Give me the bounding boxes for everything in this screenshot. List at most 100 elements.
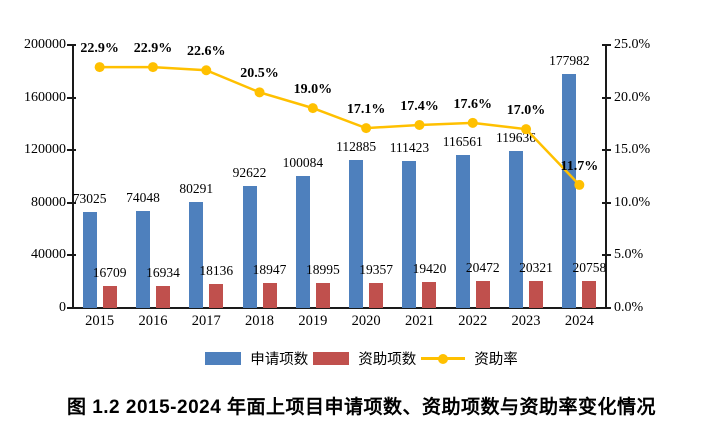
funding-rate-marker-2021 xyxy=(414,119,425,130)
applications-bar-2019 xyxy=(295,176,310,308)
funded-value-label: 16709 xyxy=(92,265,127,281)
funded-bar-2022 xyxy=(475,281,490,308)
right-axis-tick-mark xyxy=(602,96,611,99)
funded-bar-2023 xyxy=(529,281,544,308)
funded-bar-2017 xyxy=(209,284,224,308)
left-axis-tick-mark xyxy=(67,44,76,46)
funding-rate-marker-2017 xyxy=(201,65,212,76)
funding-rate-marker-2023 xyxy=(521,124,532,135)
funded-bar-legend-swatch xyxy=(313,352,350,365)
plot-area: 73025 16709 74048 16934 80291 18136 92622 18947… xyxy=(73,41,606,308)
applications-bar-2016 xyxy=(135,210,150,308)
x-axis-label-2020: 2020 xyxy=(351,313,381,329)
funding-rate-marker-2019 xyxy=(307,103,318,114)
funding-rate-polyline xyxy=(99,65,581,186)
right-axis-tick-mark xyxy=(602,44,611,46)
funding-rate-marker-2016 xyxy=(147,62,158,73)
funded-value-label: 19357 xyxy=(359,261,394,277)
funded-value-label: 18136 xyxy=(199,263,234,279)
x-axis-label-2021: 2021 xyxy=(404,313,434,329)
funded-value-label: 20472 xyxy=(465,260,500,276)
left-axis-tick-mark xyxy=(67,96,76,99)
right-axis-tick-mark xyxy=(602,307,611,309)
left-y-axis-line xyxy=(72,45,74,309)
applications-bar-2024 xyxy=(562,73,577,308)
x-axis-label-2024: 2024 xyxy=(564,313,594,329)
funded-value-label: 20758 xyxy=(572,259,607,275)
applications-bar-2022 xyxy=(455,154,470,308)
funded-bar-2015 xyxy=(102,286,117,308)
right-axis-tick-label: 20.0% xyxy=(614,89,651,105)
left-axis-tick-mark xyxy=(67,254,76,257)
legend-label-rate: 资助率 xyxy=(474,352,518,368)
funding-rate-label-2016: 22.9% xyxy=(133,41,173,57)
applications-bar-2023 xyxy=(509,150,524,308)
funding-rate-label-2023: 17.0% xyxy=(506,103,546,119)
funded-value-label: 20321 xyxy=(519,260,553,276)
left-axis-tick-mark xyxy=(67,201,76,204)
left-axis-tick-label: 120000 xyxy=(24,142,66,158)
right-axis-tick-mark xyxy=(602,149,611,152)
applications-bar-2018 xyxy=(242,186,257,308)
funding-rate-line xyxy=(94,62,585,190)
funding-rate-marker-2018 xyxy=(254,87,265,98)
funding-rate-label-2024: 11.7% xyxy=(560,158,599,174)
funded-value-label: 18947 xyxy=(252,262,287,278)
right-axis-tick-label: 10.0% xyxy=(614,194,651,210)
x-axis-label-2016: 2016 xyxy=(138,313,168,329)
funding-rate-label-2017: 22.6% xyxy=(187,44,226,60)
funding-rate-marker-2024 xyxy=(574,179,585,190)
funded-bar-2024 xyxy=(582,280,597,308)
left-axis-tick-label: 80000 xyxy=(31,194,66,210)
right-axis-tick-label: 0.0% xyxy=(614,300,644,315)
funded-bar-2016 xyxy=(155,285,170,308)
funding-rate-label-2022: 17.6% xyxy=(453,96,493,112)
applications-bar-legend-swatch xyxy=(205,352,242,365)
funding-rate-marker-2020 xyxy=(361,123,372,134)
applications-bar-2020 xyxy=(349,159,364,308)
legend-label-funded: 资助项数 xyxy=(358,352,417,368)
funding-rate-label-2020: 17.1% xyxy=(346,102,386,118)
funding-rate-label-2018: 20.5% xyxy=(240,66,279,82)
funded-bar-2019 xyxy=(315,283,330,308)
right-y-axis-line xyxy=(605,45,607,309)
applications-value-label: 73025 xyxy=(72,190,107,206)
left-axis-tick-mark xyxy=(67,307,76,309)
applications-value-label: 100084 xyxy=(282,155,324,171)
left-axis-tick-label: 160000 xyxy=(24,89,66,105)
funding-rate-marker-2015 xyxy=(94,62,105,73)
applications-value-label: 112885 xyxy=(336,138,377,154)
applications-value-label: 74048 xyxy=(126,189,160,205)
funding-rate-label-2021: 17.4% xyxy=(400,98,439,114)
right-axis-tick-label: 5.0% xyxy=(614,247,644,263)
legend: 申请项数 资助项数 资助率 xyxy=(0,348,723,369)
left-axis-tick-label: 40000 xyxy=(31,247,66,263)
right-axis-tick-mark xyxy=(602,201,611,204)
x-axis-line xyxy=(72,307,607,309)
funded-value-label: 18995 xyxy=(305,262,340,278)
applications-bar-2015 xyxy=(82,211,97,308)
right-axis-tick-mark xyxy=(602,254,611,257)
x-axis-label-2023: 2023 xyxy=(511,313,541,329)
funded-bar-2018 xyxy=(262,283,277,308)
funded-value-label: 16934 xyxy=(146,264,180,280)
x-axis-label-2018: 2018 xyxy=(245,313,275,329)
applications-bar-2017 xyxy=(189,202,204,308)
right-axis-tick-label: 15.0% xyxy=(614,142,651,158)
x-axis-label-2017: 2017 xyxy=(191,313,221,329)
funding-rate-line-legend-swatch xyxy=(421,352,466,365)
applications-value-label: 116561 xyxy=(442,133,483,149)
legend-label-applications: 申请项数 xyxy=(250,352,309,368)
x-axis-label-2022: 2022 xyxy=(458,313,488,329)
applications-value-label: 92622 xyxy=(232,165,267,181)
legend-dot-icon xyxy=(438,354,449,364)
applications-value-label: 111423 xyxy=(389,140,430,156)
funded-bar-2021 xyxy=(422,282,437,308)
funded-value-label: 19420 xyxy=(412,261,447,277)
left-axis-tick-label: 0 xyxy=(59,300,66,315)
funding-rate-label-2019: 19.0% xyxy=(293,82,333,98)
left-axis-tick-label: 200000 xyxy=(24,37,66,52)
applications-value-label: 177982 xyxy=(549,52,590,68)
applications-value-label: 80291 xyxy=(179,181,214,197)
